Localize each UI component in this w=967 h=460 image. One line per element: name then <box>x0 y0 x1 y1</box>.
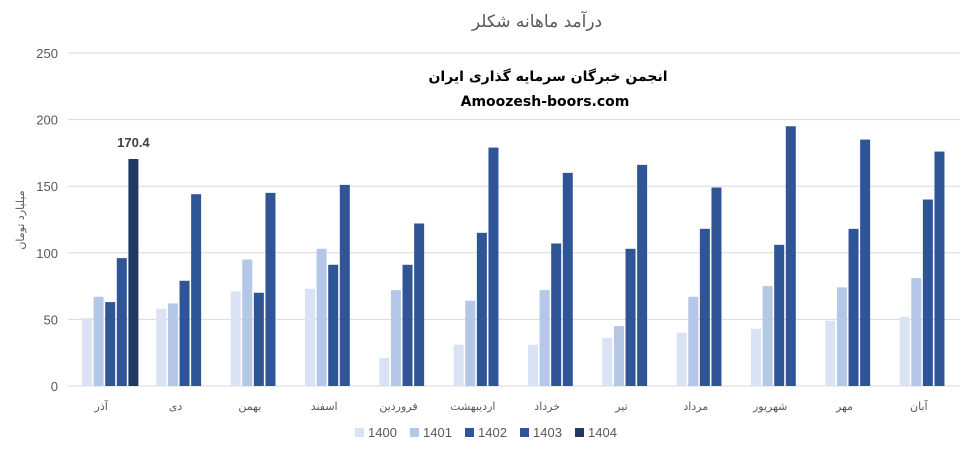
y-tick-label: 100 <box>36 246 58 261</box>
y-tick-label: 250 <box>36 46 58 61</box>
legend-label: 1403 <box>533 425 562 440</box>
legend-swatch-1400 <box>355 428 364 437</box>
bar-1400 <box>528 344 538 386</box>
y-tick-label: 0 <box>51 379 58 394</box>
bar-1401 <box>390 290 401 386</box>
bar-1403 <box>934 151 945 386</box>
x-category-label: مهر <box>835 400 853 413</box>
legend-label: 1400 <box>368 425 397 440</box>
bars <box>82 126 945 386</box>
x-category-label: اسفند <box>311 400 338 413</box>
bar-1402 <box>551 243 562 386</box>
bar-1401 <box>465 300 476 386</box>
y-tick-label: 200 <box>36 113 58 128</box>
bar-1403 <box>711 187 722 386</box>
y-tick-label: 50 <box>44 312 58 327</box>
x-category-label: فروردین <box>379 400 417 413</box>
legend: 1400 1401 1402 1403 1404 <box>355 425 617 440</box>
data-label: 170.4 <box>117 135 150 150</box>
legend-swatch-1404 <box>575 428 584 437</box>
bar-1401 <box>539 290 550 386</box>
bar-1402 <box>105 302 116 386</box>
bar-1403 <box>116 258 127 386</box>
bar-1401 <box>613 326 624 386</box>
bar-1402 <box>253 292 264 386</box>
bar-1402 <box>402 264 413 386</box>
bar-1403 <box>265 192 276 386</box>
gridlines <box>68 52 960 387</box>
bar-1401 <box>762 286 773 386</box>
bar-1402 <box>625 248 636 386</box>
bar-1402 <box>328 264 339 386</box>
bar-1402 <box>774 244 785 386</box>
bar-1400 <box>751 328 761 386</box>
x-category-label: مرداد <box>683 400 708 413</box>
bar-1403 <box>860 139 871 386</box>
bar-1400 <box>305 288 315 386</box>
bar-1400 <box>156 308 167 386</box>
y-tick-label: 150 <box>36 179 58 194</box>
bar-1402 <box>922 199 933 386</box>
bar-1401 <box>688 296 699 386</box>
bar-1400 <box>899 316 910 386</box>
bar-1403 <box>785 126 796 386</box>
x-category-label: دی <box>169 400 183 413</box>
watermark-line-2: Amoozesh-boors.com <box>461 94 630 110</box>
bar-1401 <box>836 287 847 386</box>
bar-1403 <box>562 172 573 386</box>
bar-1401 <box>93 296 104 386</box>
bar-1401 <box>167 303 178 386</box>
watermark-line-1: انجمن خبرگان سرمایه گذاری ایران <box>428 68 667 85</box>
bar-1400 <box>230 291 241 386</box>
x-category-label: خرداد <box>534 400 560 413</box>
y-axis-label: میلیارد تومان <box>14 190 27 249</box>
bar-1403 <box>488 147 499 386</box>
y-tick-labels: 0 50 100 150 200 250 <box>36 46 58 394</box>
bar-1400 <box>676 332 687 386</box>
bar-1401 <box>316 248 327 386</box>
x-category-label: آبان <box>910 399 928 413</box>
x-category-label: شهریور <box>752 400 787 413</box>
bar-1402 <box>476 232 487 386</box>
data-labels: 170.4 <box>117 135 150 150</box>
legend-swatch-1403 <box>520 428 529 437</box>
bar-1403 <box>191 194 202 386</box>
bar-1400 <box>379 358 390 386</box>
bar-1403 <box>637 164 648 386</box>
category-labels: آذر دی بهمن اسفند فروردین اردیبهشت خرداد تیر مرد… <box>94 399 929 413</box>
bar-1402 <box>179 280 190 386</box>
legend-swatch-1402 <box>465 428 474 437</box>
bar-1401 <box>911 278 922 386</box>
x-category-label: تیر <box>614 400 627 413</box>
bar-1401 <box>242 259 253 386</box>
chart-title: درآمد ماهانه شکلر <box>471 10 602 32</box>
bar-1400 <box>602 338 613 386</box>
bar-1402 <box>699 228 710 386</box>
x-category-label: اردیبهشت <box>450 400 495 413</box>
bar-1402 <box>848 228 859 386</box>
bar-1403 <box>339 184 350 386</box>
x-category-label: آذر <box>94 399 109 413</box>
bar-1400 <box>453 344 464 386</box>
legend-label: 1401 <box>423 425 452 440</box>
bar-1400 <box>82 318 92 386</box>
legend-label: 1402 <box>478 425 507 440</box>
bar-1404 <box>128 159 139 386</box>
bar-1400 <box>825 320 836 386</box>
bar-1403 <box>414 223 425 386</box>
legend-swatch-1401 <box>410 428 419 437</box>
legend-label: 1404 <box>588 425 617 440</box>
x-category-label: بهمن <box>238 400 261 413</box>
